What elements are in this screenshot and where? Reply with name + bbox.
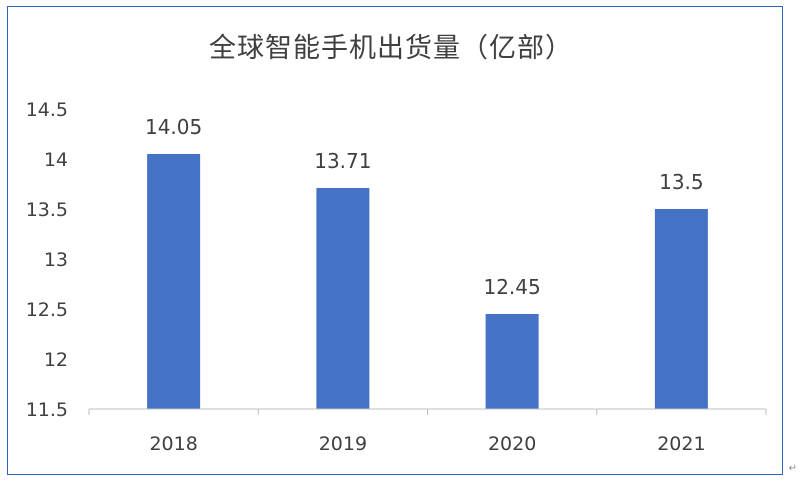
bar-2019 xyxy=(316,188,370,409)
corner-mark: ↵ xyxy=(788,463,797,474)
y-tick-label: 14.5 xyxy=(26,99,68,121)
chart-frame xyxy=(7,6,783,475)
y-tick-label: 11.5 xyxy=(26,399,68,421)
bar-2021 xyxy=(654,209,708,409)
x-tick-label: 2020 xyxy=(488,433,536,455)
bar-2020 xyxy=(485,314,539,409)
bar-2018 xyxy=(147,154,201,409)
x-tick-label: 2019 xyxy=(319,433,367,455)
data-label: 13.71 xyxy=(314,149,371,173)
y-tick-label: 13 xyxy=(44,249,68,271)
y-tick-label: 12.5 xyxy=(26,299,68,321)
bars xyxy=(147,154,708,409)
x-tick-label: 2018 xyxy=(149,433,197,455)
x-tick-label: 2021 xyxy=(657,433,705,455)
data-labels: 14.05 13.71 12.45 13.5 xyxy=(145,115,704,299)
y-axis-ticks: 11.5 12 12.5 13 13.5 14 14.5 xyxy=(26,99,68,421)
data-label: 13.5 xyxy=(659,170,704,194)
y-tick-label: 13.5 xyxy=(26,199,68,221)
y-tick-label: 14 xyxy=(44,149,68,171)
data-label: 12.45 xyxy=(483,275,540,299)
chart-title: 全球智能手机出货量（亿部） xyxy=(209,33,573,64)
x-axis: 2018 2019 2020 2021 xyxy=(88,408,767,455)
data-label: 14.05 xyxy=(145,115,202,139)
y-tick-label: 12 xyxy=(44,349,68,371)
